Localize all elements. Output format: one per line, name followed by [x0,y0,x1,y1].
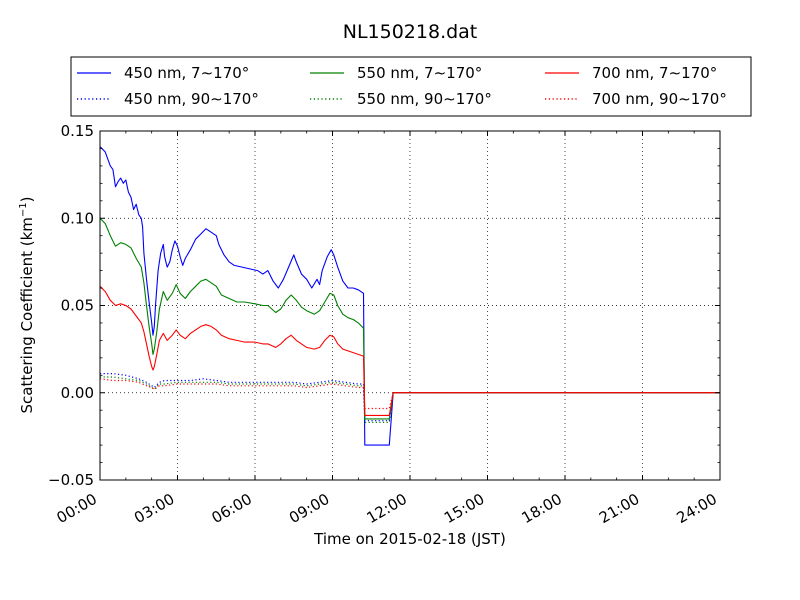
legend-label: 450 nm, 90∼170° [124,90,259,108]
x-tick-label: 03:00 [131,490,177,527]
y-tick-label: 0.15 [61,122,94,140]
series-line [99,285,720,416]
series-line [99,378,720,410]
legend-label: 450 nm, 7∼170° [124,64,249,82]
x-tick-label: 21:00 [596,490,642,527]
legend-label: 700 nm, 90∼170° [592,90,727,108]
y-tick-label: 0.05 [61,297,94,315]
y-axis-label-suffix: ) [18,196,36,202]
x-tick-label: 12:00 [364,490,410,527]
y-tick-label: −0.05 [48,471,94,489]
x-tick-label: 24:00 [674,490,720,527]
series-line [99,146,720,446]
x-tick-label: 06:00 [209,490,255,527]
y-axis-label: Scattering Coefficient (km−1) [18,196,36,413]
x-tick-label: 09:00 [286,490,332,527]
legend-label: 550 nm, 90∼170° [357,90,492,108]
y-tick-labels: −0.05 0.00 0.05 0.10 0.15 [48,122,94,489]
series-layer [99,146,720,446]
y-tick-label: 0.10 [61,209,94,227]
series-line [99,217,720,420]
chart-title: NL150218.dat [343,21,478,43]
y-axis-label-prefix: Scattering Coefficient (km [18,217,36,413]
legend-label: 700 nm, 7∼170° [592,64,717,82]
x-tick-labels: 00:00 03:00 06:00 09:00 12:00 15:00 18:00 21:00… [54,490,720,527]
x-tick-label: 15:00 [441,490,487,527]
legend-label: 550 nm, 7∼170° [357,64,482,82]
x-axis-label: Time on 2015-02-18 (JST) [313,530,506,548]
series-line [100,373,720,422]
ticks [99,130,721,481]
legend: 450 nm, 7∼170° 550 nm, 7∼170° 700 nm, 7∼17… [70,56,752,117]
y-axis-label-exponent: −1 [18,202,29,217]
x-tick-label: 18:00 [519,490,565,527]
grid [100,131,720,480]
x-tick-label: 00:00 [54,490,100,527]
legend-box [70,56,752,117]
y-tick-label: 0.00 [61,384,94,402]
